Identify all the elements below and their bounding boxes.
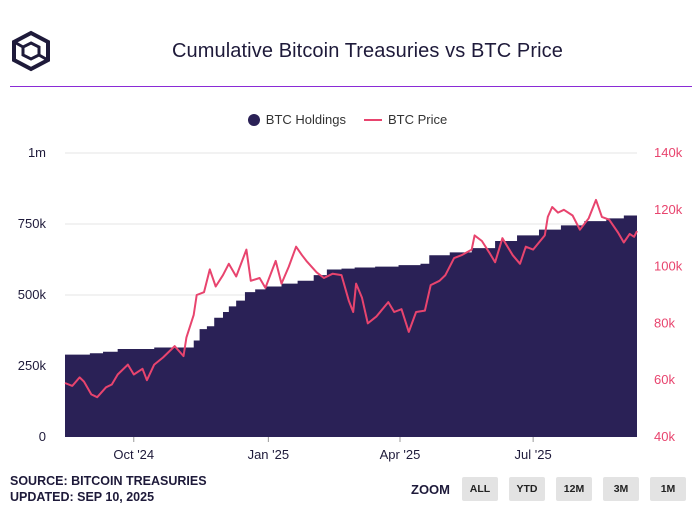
chart-plot: 0 250k 500k 750k 1m 40k 60k 80k 100k 120k 140k Oc… xyxy=(18,145,683,462)
source-footer: SOURCE: BITCOIN TREASURIES UPDATED: SEP … xyxy=(10,473,207,505)
right-tick-label-2: 80k xyxy=(654,315,675,330)
right-tick-label-5: 140k xyxy=(654,145,683,160)
legend-item-holdings[interactable]: BTC Holdings xyxy=(247,112,346,127)
x-axis-ticks: Oct '24 Jan '25 Apr '25 Jul '25 xyxy=(113,437,552,462)
zoom-3m-button[interactable]: 3M xyxy=(603,477,639,501)
legend-item-price[interactable]: BTC Price xyxy=(363,112,448,127)
zoom-label: ZOOM xyxy=(411,481,450,497)
price-line xyxy=(64,198,638,399)
zoom-ytd-button[interactable]: YTD xyxy=(509,477,545,501)
right-axis-ticks: 40k 60k 80k 100k 120k 140k xyxy=(654,145,683,444)
left-tick-label-1: 250k xyxy=(18,358,47,373)
right-tick-label-3: 100k xyxy=(654,259,683,274)
right-tick-label-0: 40k xyxy=(654,429,675,444)
zoom-all-button[interactable]: ALL xyxy=(462,477,498,501)
zoom-12m-button[interactable]: 12M xyxy=(556,477,592,501)
x-tick-label-0: Oct '24 xyxy=(113,447,154,462)
legend-holdings-label: BTC Holdings xyxy=(265,112,346,127)
holdings-area-layer xyxy=(65,212,637,437)
legend-holdings-marker xyxy=(247,113,260,126)
right-tick-label-1: 60k xyxy=(654,372,675,387)
legend-price-marker xyxy=(363,118,382,121)
chart-legend: BTC Holdings BTC Price xyxy=(0,112,695,127)
zoom-1m-button[interactable]: 1M xyxy=(650,477,686,501)
left-axis-ticks: 0 250k 500k 750k 1m xyxy=(18,145,47,444)
right-tick-label-4: 120k xyxy=(654,202,683,217)
updated-label: UPDATED: SEP 10, 2025 xyxy=(10,490,155,504)
x-tick-label-3: Jul '25 xyxy=(515,447,552,462)
left-tick-label-3: 750k xyxy=(18,216,47,231)
holdings-area xyxy=(65,212,637,437)
bitcoin-treasuries-logo-icon xyxy=(12,30,50,72)
left-tick-label-4: 1m xyxy=(28,145,46,160)
chart-title: Cumulative Bitcoin Treasuries vs BTC Pri… xyxy=(172,40,563,62)
x-tick-label-1: Jan '25 xyxy=(248,447,290,462)
zoom-controls: ZOOM ALL YTD 12M 3M 1M xyxy=(411,477,689,501)
chart-header: Cumulative Bitcoin Treasuries vs BTC Pri… xyxy=(0,0,695,88)
price-line-layer xyxy=(64,198,638,399)
left-tick-label-0: 0 xyxy=(39,429,46,444)
source-label: SOURCE: BITCOIN TREASURIES xyxy=(10,474,207,488)
header-divider xyxy=(10,86,692,87)
left-tick-label-2: 500k xyxy=(18,287,47,302)
legend-price-label: BTC Price xyxy=(387,112,448,127)
x-tick-label-2: Apr '25 xyxy=(380,447,421,462)
